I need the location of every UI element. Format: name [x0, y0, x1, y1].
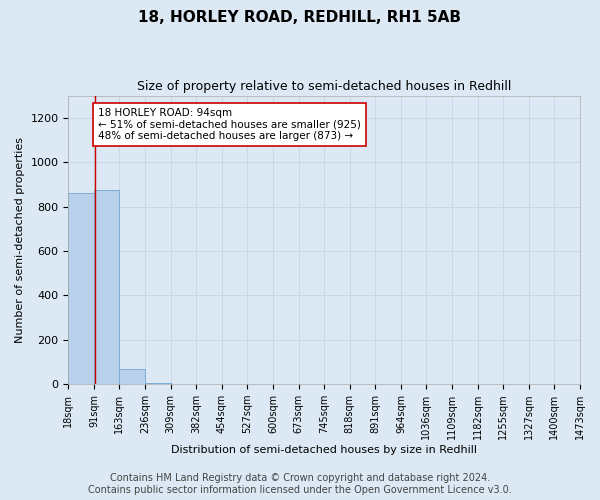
Text: 18 HORLEY ROAD: 94sqm
← 51% of semi-detached houses are smaller (925)
48% of sem: 18 HORLEY ROAD: 94sqm ← 51% of semi-deta…: [98, 108, 361, 141]
Bar: [119, 368, 145, 384]
Y-axis label: Number of semi-detached properties: Number of semi-detached properties: [15, 137, 25, 343]
Bar: [145, 383, 171, 384]
Text: Contains HM Land Registry data © Crown copyright and database right 2024.
Contai: Contains HM Land Registry data © Crown c…: [88, 474, 512, 495]
Text: 18, HORLEY ROAD, REDHILL, RH1 5AB: 18, HORLEY ROAD, REDHILL, RH1 5AB: [139, 10, 461, 25]
X-axis label: Distribution of semi-detached houses by size in Redhill: Distribution of semi-detached houses by …: [171, 445, 477, 455]
Title: Size of property relative to semi-detached houses in Redhill: Size of property relative to semi-detach…: [137, 80, 511, 93]
Bar: [68, 193, 94, 384]
Bar: [94, 190, 119, 384]
